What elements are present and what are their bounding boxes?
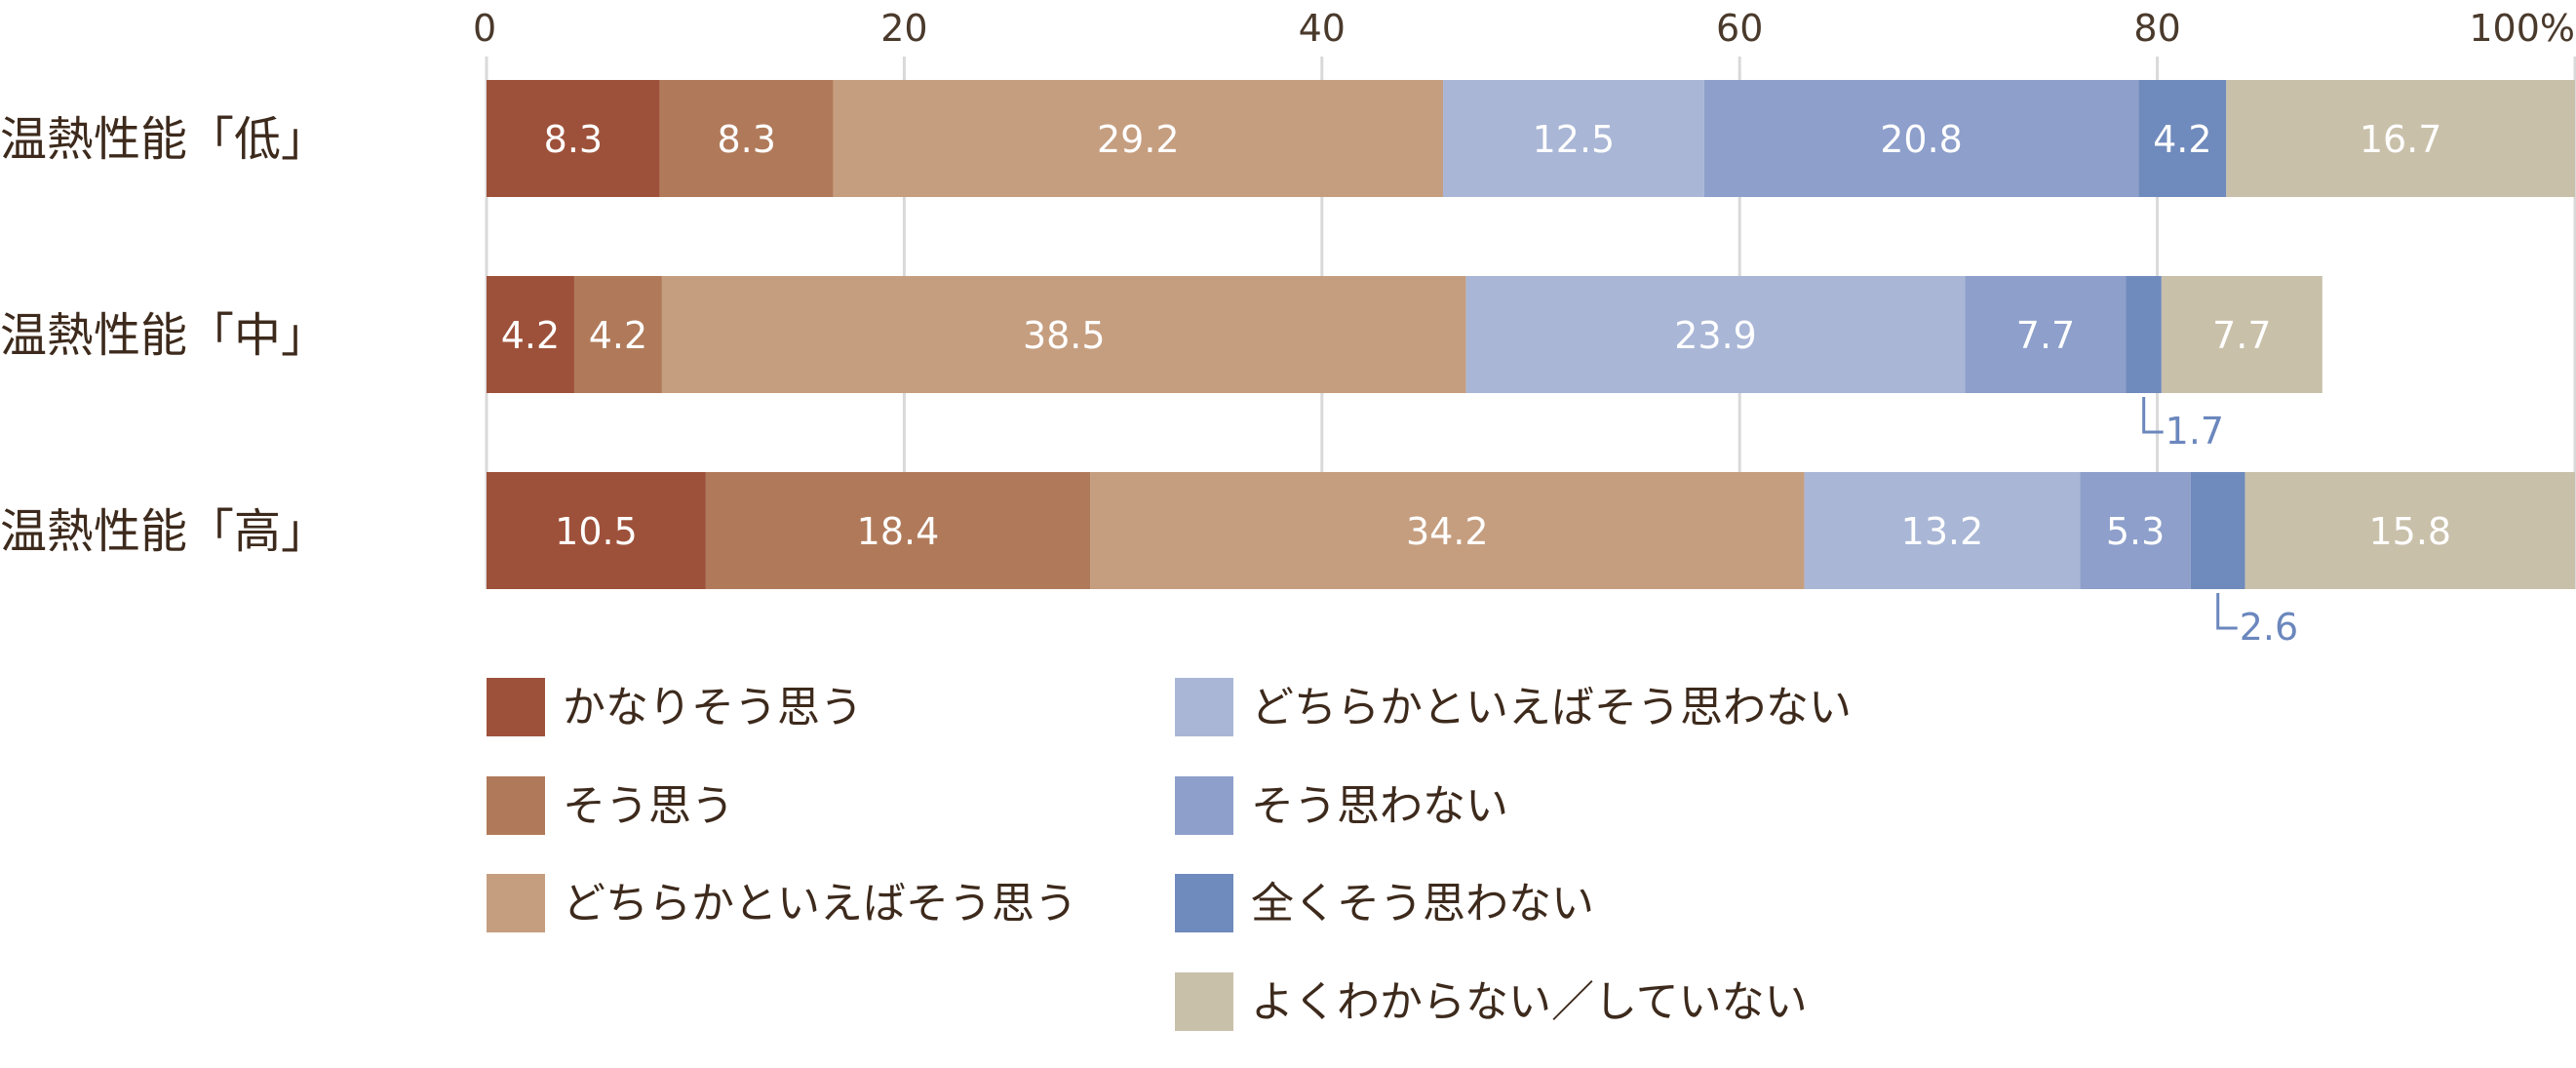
legend-swatch <box>487 776 545 835</box>
x-tick-label: 80 <box>2133 7 2180 50</box>
bar-segment <box>1804 472 2081 589</box>
data-label: 8.3 <box>544 118 603 161</box>
callout-label: 2.6 <box>2240 606 2298 649</box>
data-label: 13.2 <box>1901 510 1984 553</box>
data-label: 29.2 <box>1097 118 1180 161</box>
bar-segment <box>2226 80 2575 197</box>
bars: 8.3 8.3 29.2 12.5 20.8 4.2 16.7 4.2 4.2 38.5 23.9 7… <box>487 80 2575 589</box>
bar-segment <box>2244 472 2575 589</box>
bar-segment <box>2138 80 2227 197</box>
data-label: 8.3 <box>717 118 775 161</box>
legend-label: どちらかといえばそう思わない <box>1251 683 1852 732</box>
data-label: 5.3 <box>2106 510 2165 553</box>
legend-label: どちらかといえばそう思う <box>563 879 1077 929</box>
legend-swatch <box>1175 874 1233 932</box>
category-labels: 温熱性能「低」温熱性能「中」温熱性能「高」 <box>0 112 328 559</box>
callout-line <box>2216 593 2238 630</box>
bar-segment <box>2080 472 2191 589</box>
x-tick-label: 0 <box>473 7 496 50</box>
data-label: 10.5 <box>555 510 638 553</box>
category-label: 温熱性能「低」 <box>0 112 328 167</box>
bar-segment <box>1465 276 1966 393</box>
legend-swatch <box>487 678 545 736</box>
legend-swatch <box>1175 776 1233 835</box>
data-label: 15.8 <box>2368 510 2451 553</box>
data-label: 16.7 <box>2360 118 2442 161</box>
bar-segment <box>661 276 1466 393</box>
bar-segment <box>1090 472 1805 589</box>
data-label: 20.8 <box>1880 118 1963 161</box>
x-tick-label: 60 <box>1716 7 1763 50</box>
callout-line <box>2142 397 2164 434</box>
data-label: 23.9 <box>1674 314 1757 357</box>
x-tick-label: 20 <box>880 7 927 50</box>
x-tick-label: 40 <box>1299 7 1346 50</box>
data-label: 4.2 <box>589 314 647 357</box>
bar-segment <box>1703 80 2139 197</box>
bar-segment <box>2161 276 2322 393</box>
legend-label: 全くそう思わない <box>1251 879 1594 929</box>
bar-segment <box>705 472 1091 589</box>
x-axis-ticks: 0 20 40 60 80 100% <box>473 7 2575 50</box>
legend-swatch <box>1175 678 1233 736</box>
legend-label: そう思う <box>563 781 734 831</box>
bar-segment <box>833 80 1444 197</box>
callouts: 1.7 2.6 <box>2142 397 2298 649</box>
data-label: 38.5 <box>1023 314 1106 357</box>
bar-segment <box>2190 472 2245 589</box>
bar-segment <box>1965 276 2127 393</box>
data-label: 4.2 <box>2153 118 2211 161</box>
data-label: 12.5 <box>1533 118 1616 161</box>
category-label: 温熱性能「中」 <box>0 308 328 363</box>
data-label: 34.2 <box>1406 510 1489 553</box>
legend-swatch <box>1175 972 1233 1031</box>
bar-segment <box>487 276 574 393</box>
data-label: 7.7 <box>2212 314 2271 357</box>
data-label: 18.4 <box>857 510 940 553</box>
bar-segment <box>2126 276 2162 393</box>
legend-swatch <box>487 874 545 932</box>
callout-label: 1.7 <box>2166 410 2224 453</box>
bar-segment <box>487 80 660 197</box>
legend-label: かなりそう思う <box>563 683 863 732</box>
category-label: 温熱性能「高」 <box>0 504 328 559</box>
data-label: 7.7 <box>2016 314 2075 357</box>
bar-segment <box>573 276 662 393</box>
legend-label: そう思わない <box>1251 781 1508 831</box>
x-tick-label: 100% <box>2469 7 2575 50</box>
bar-segment <box>1443 80 1704 197</box>
legend-label: よくわからない／していない <box>1251 977 1808 1027</box>
bar-segment <box>659 80 834 197</box>
data-label: 4.2 <box>501 314 560 357</box>
bar-segment <box>487 472 706 589</box>
